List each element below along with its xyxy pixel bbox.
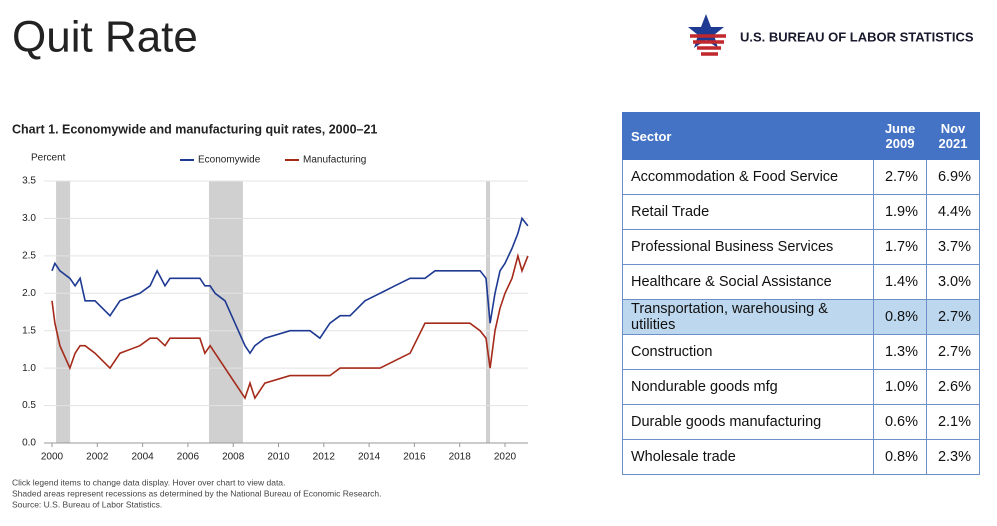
y-tick-label: 3.0: [22, 213, 36, 224]
rate-cell: 1.3%: [873, 334, 927, 370]
recession-band: [56, 181, 71, 443]
rate-cell: 3.0%: [926, 264, 980, 300]
x-tick-label: 2012: [313, 452, 336, 463]
rate-cell: 1.4%: [873, 264, 927, 300]
table-row: Wholesale trade 0.8% 2.3%: [622, 439, 980, 475]
table-body: Accommodation & Food Service 2.7% 6.9% Reta…: [622, 159, 980, 475]
rate-cell: 3.7%: [926, 229, 980, 265]
x-tick-label: 2020: [494, 452, 517, 463]
rate-cell: 4.4%: [926, 194, 980, 230]
legend-label: Manufacturing: [303, 155, 366, 166]
logo-text: U.S. BUREAU OF LABOR STATISTICS: [740, 29, 974, 44]
y-tick-label: 0.0: [22, 438, 36, 449]
x-tick-label: 2010: [267, 452, 290, 463]
recession-band: [208, 181, 243, 443]
table-row: Healthcare & Social Assistance 1.4% 3.0%: [622, 264, 980, 300]
table-row: Transportation, warehousing & utilities 0…: [622, 299, 980, 335]
y-axis-label: Percent: [31, 153, 66, 164]
x-tick-label: 2004: [131, 452, 154, 463]
series-line: [51, 252, 529, 400]
page-title: Quit Rate: [12, 13, 198, 62]
rate-cell: 2.6%: [926, 369, 980, 405]
sector-cell: Accommodation & Food Service: [622, 159, 874, 195]
legend-item[interactable]: Economywide: [180, 155, 261, 166]
rate-cell: 2.7%: [926, 299, 980, 335]
rate-cell: 0.8%: [873, 439, 927, 475]
rate-cell: 1.9%: [873, 194, 927, 230]
x-tick-label: 2006: [177, 452, 200, 463]
table-row: Retail Trade 1.9% 4.4%: [622, 194, 980, 230]
rate-cell: 2.7%: [873, 159, 927, 195]
x-tick-label: 2016: [403, 452, 426, 463]
legend-label: Economywide: [198, 155, 261, 166]
sector-table: Sector June 2009 Nov 2021 Accommodation & …: [622, 112, 980, 475]
x-tick-label: 2014: [358, 452, 381, 463]
sector-cell: Retail Trade: [622, 194, 874, 230]
sector-cell: Healthcare & Social Assistance: [622, 264, 874, 300]
y-tick-label: 1.5: [22, 325, 36, 336]
x-tick-label: 2000: [41, 452, 64, 463]
chart-note: Source: U.S. Bureau of Labor Statistics.: [12, 499, 162, 509]
sector-cell: Professional Business Services: [622, 229, 874, 265]
table-row: Durable goods manufacturing 0.6% 2.1%: [622, 404, 980, 440]
recession-band: [485, 181, 491, 443]
rate-cell: 0.6%: [873, 404, 927, 440]
sector-cell: Wholesale trade: [622, 439, 874, 475]
column-header: Nov 2021: [926, 112, 980, 160]
sector-cell: Construction: [622, 334, 874, 370]
table-row: Construction 1.3% 2.7%: [622, 334, 980, 370]
table-row: Accommodation & Food Service 2.7% 6.9%: [622, 159, 980, 195]
rate-cell: 2.3%: [926, 439, 980, 475]
sector-cell: Durable goods manufacturing: [622, 404, 874, 440]
x-tick-label: 2018: [449, 452, 472, 463]
series-line: [51, 216, 529, 355]
rate-cell: 6.9%: [926, 159, 980, 195]
rate-cell: 1.7%: [873, 229, 927, 265]
column-header: Sector: [622, 112, 874, 160]
table-row: Professional Business Services 1.7% 3.7%: [622, 229, 980, 265]
rate-cell: 0.8%: [873, 299, 927, 335]
y-tick-label: 2.5: [22, 250, 36, 261]
rate-cell: 2.1%: [926, 404, 980, 440]
y-tick-label: 3.5: [22, 176, 36, 187]
rate-cell: 1.0%: [873, 369, 927, 405]
sector-cell: Nondurable goods mfg: [622, 369, 874, 405]
column-header: June 2009: [873, 112, 927, 160]
sector-cell: Transportation, warehousing & utilities: [622, 299, 874, 335]
legend-item[interactable]: Manufacturing: [285, 155, 366, 166]
chart-note: Shaded areas represent recessions as det…: [12, 488, 381, 498]
y-tick-label: 0.5: [22, 400, 36, 411]
x-tick-label: 2008: [222, 452, 245, 463]
logo: [688, 14, 726, 56]
chart-note: Click legend items to change data displa…: [12, 477, 285, 487]
y-tick-label: 1.0: [22, 363, 36, 374]
chart-title: Chart 1. Economywide and manufacturing q…: [12, 122, 377, 136]
y-tick-label: 2.0: [22, 288, 36, 299]
x-tick-label: 2002: [86, 452, 109, 463]
rate-cell: 2.7%: [926, 334, 980, 370]
table-row: Nondurable goods mfg 1.0% 2.6%: [622, 369, 980, 405]
table-header: Sector June 2009 Nov 2021: [622, 112, 980, 160]
